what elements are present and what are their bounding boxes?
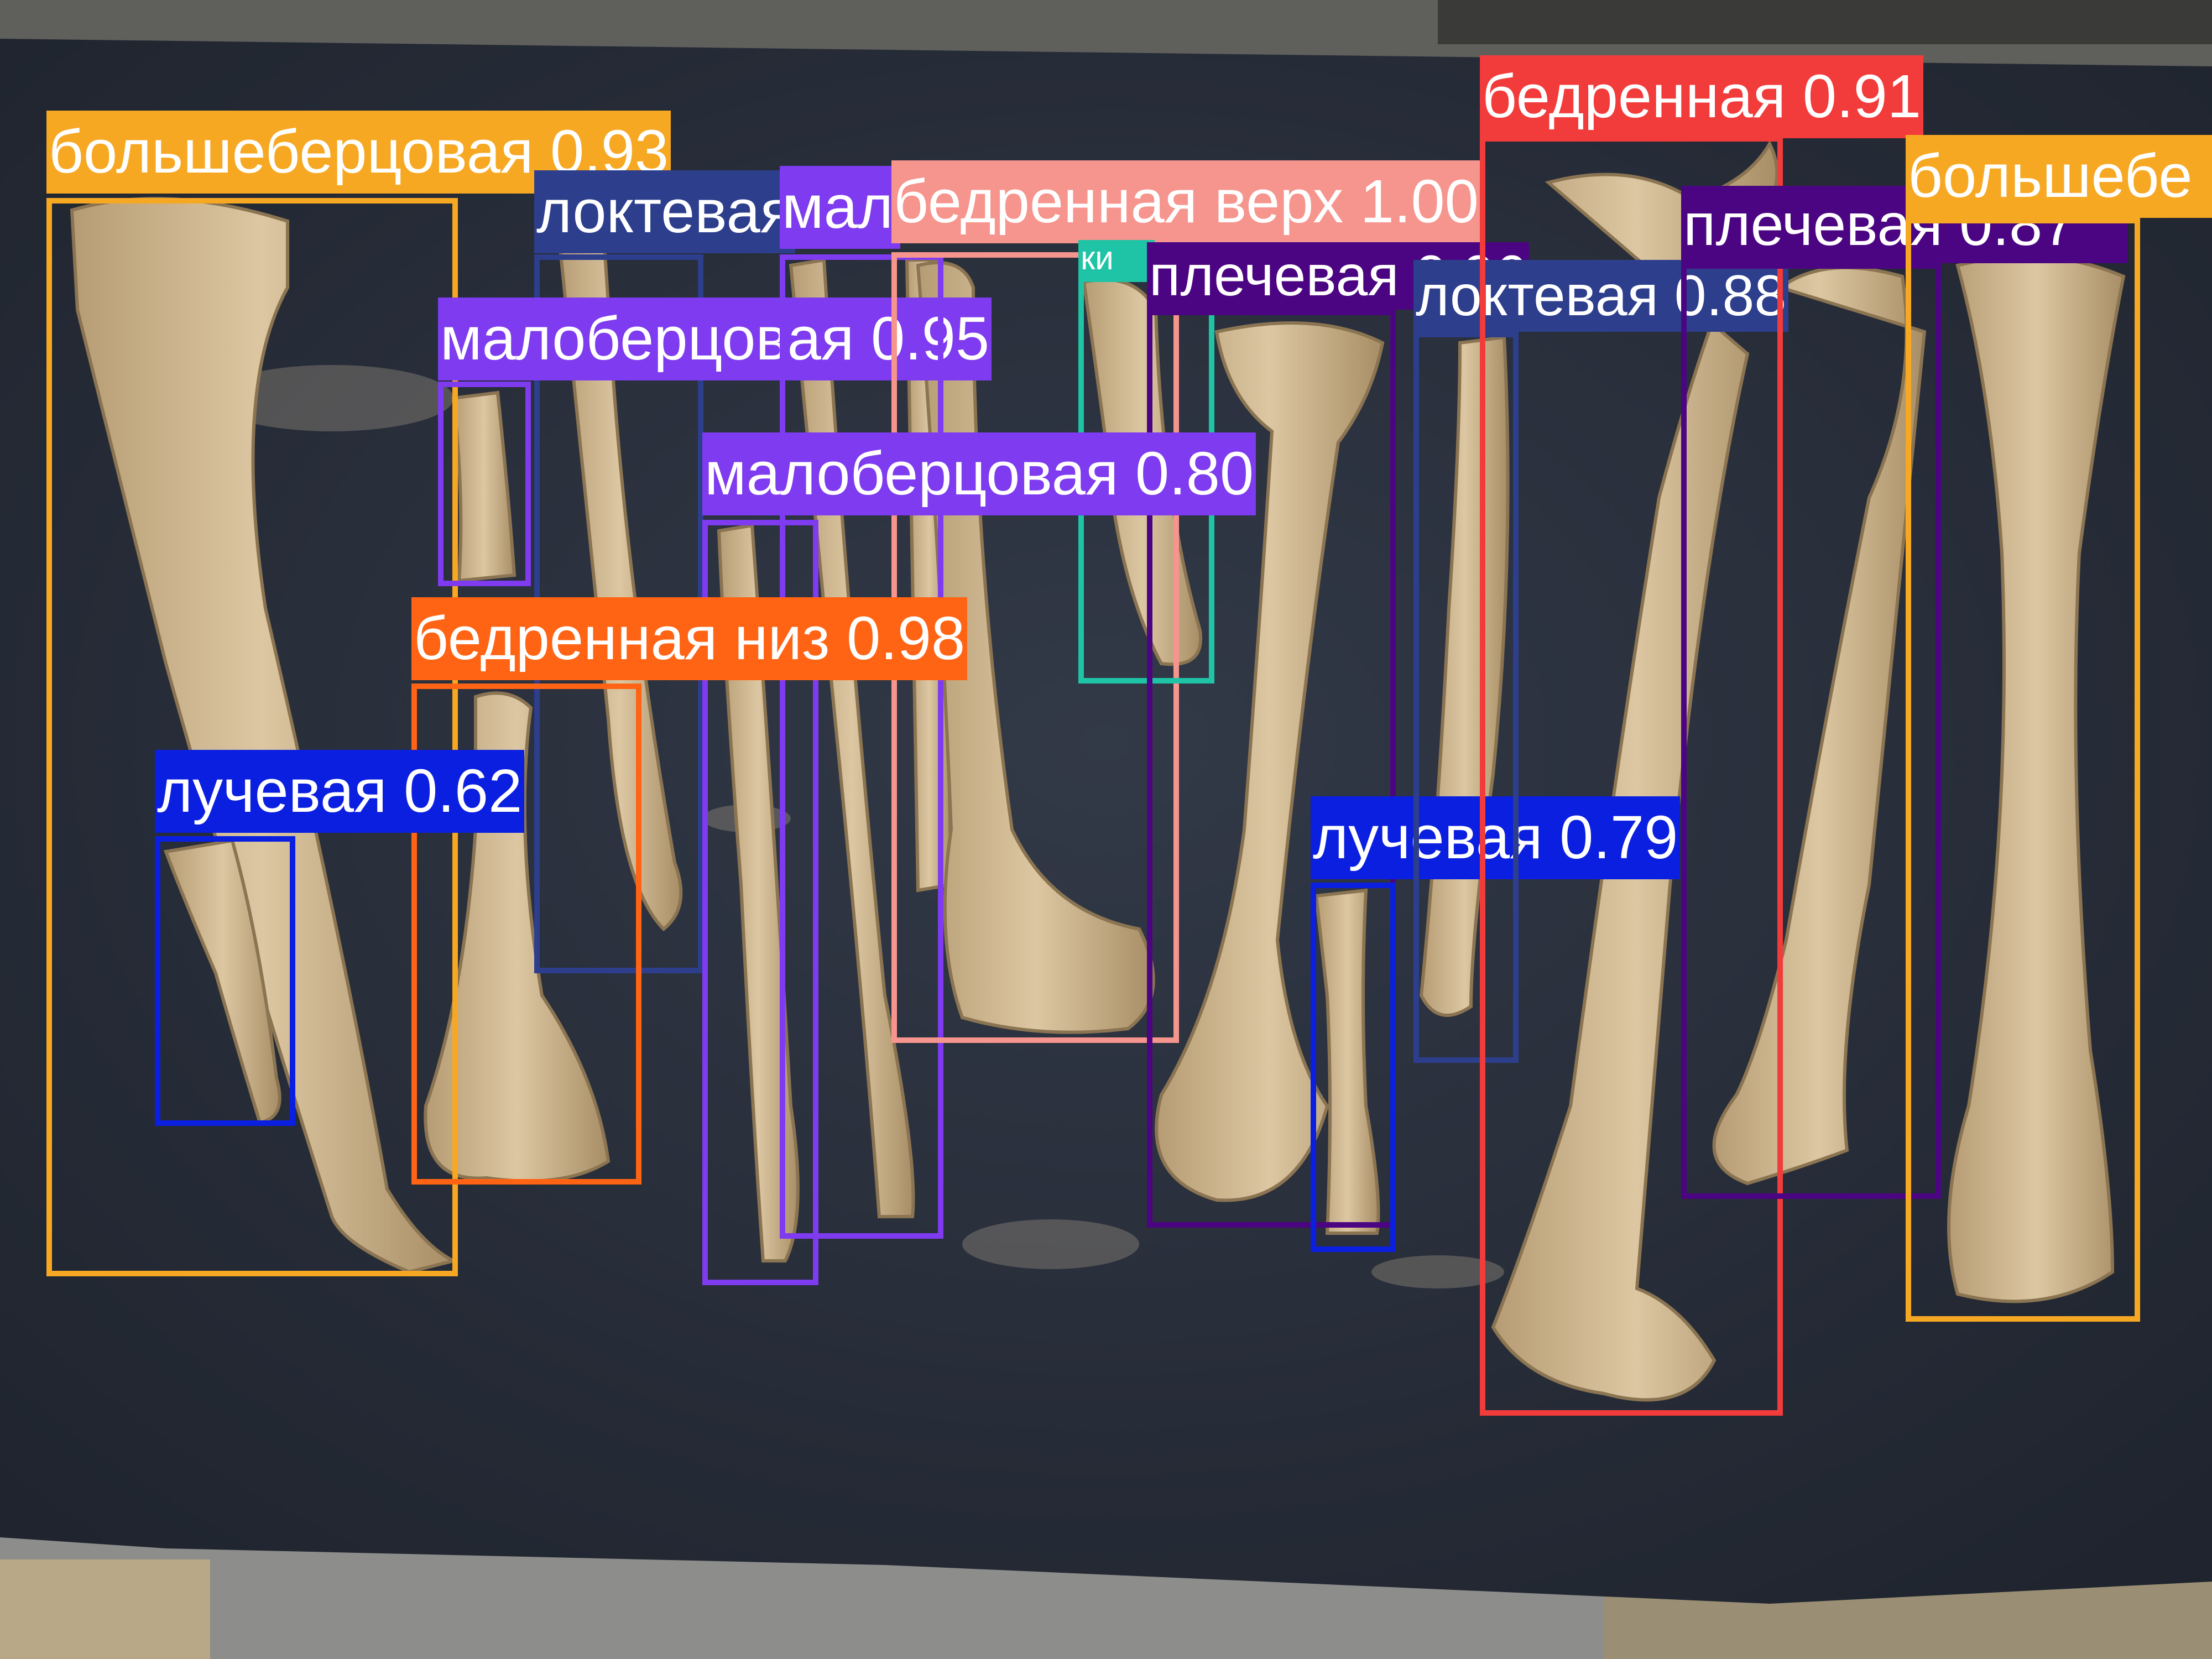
- bounding-box: [1147, 310, 1396, 1228]
- detection-label: бедренная низ 0.98: [411, 597, 968, 680]
- detection-humerus-right: плечевая 0.87: [1681, 186, 2128, 1199]
- bounding-box: [1413, 332, 1519, 1063]
- bounding-box: [411, 684, 641, 1185]
- detection-label: локтевая: [534, 170, 796, 253]
- detection-femur-lower: бедренная низ 0.98: [411, 597, 968, 1185]
- detection-ulna-right: локтевая 0.88: [1413, 260, 1789, 1063]
- bounding-box: [702, 520, 818, 1285]
- detection-femur-upper: бедренная верх 1.00: [891, 160, 1481, 1043]
- bounding-box: [780, 254, 943, 1239]
- bounding-box: [1480, 136, 1783, 1416]
- bounding-box: [438, 382, 531, 586]
- detection-label: лучевая 0.62: [155, 750, 525, 833]
- bounding-box: [155, 836, 295, 1126]
- bounding-box: [46, 198, 458, 1276]
- detection-label: малоберцовая 0.80: [702, 432, 1256, 515]
- detection-label: локтевая 0.88: [1413, 260, 1789, 332]
- bounding-box: [1681, 263, 1941, 1199]
- detection-tibia-right: большебе: [1906, 135, 2212, 1322]
- detection-label: малоберцовая 0.95: [438, 298, 992, 380]
- bounding-box: [1906, 218, 2140, 1322]
- detection-radius-right: лучевая 0.79: [1311, 796, 1681, 1252]
- detection-label: большебе: [1906, 135, 2212, 218]
- detection-label: бедренная верх 1.00: [891, 160, 1481, 243]
- detection-fibula-small: малоберцовая 0.95: [438, 298, 992, 586]
- detection-label: лучевая 0.79: [1311, 796, 1681, 879]
- detection-radius-left: лучевая 0.62: [155, 750, 525, 1126]
- detection-label: мал: [780, 166, 900, 249]
- bounding-box: [1311, 883, 1396, 1252]
- detection-fibula-long: малоберцовая 0.80: [702, 432, 1256, 1285]
- detection-label: ки: [1078, 240, 1155, 276]
- detection-fibula-middle: мал: [780, 166, 943, 1239]
- detection-label: бедренная 0.91: [1480, 55, 1923, 138]
- detection-femur-right: бедренная 0.91: [1480, 55, 1923, 1416]
